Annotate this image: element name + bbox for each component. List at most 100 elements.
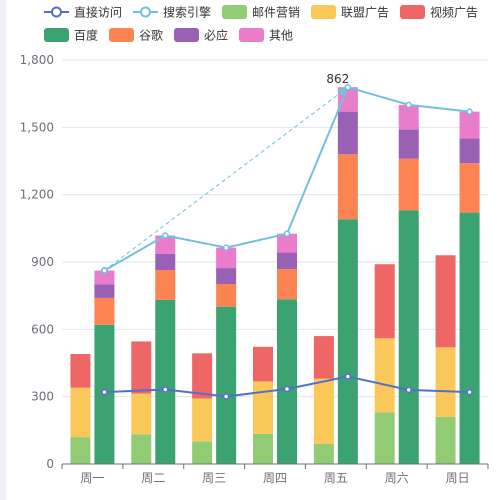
y-tick-label: 1,800 [20, 53, 54, 67]
bar-b-segment [277, 299, 297, 464]
bar-b-segment [277, 269, 297, 300]
bar-b-segment [459, 212, 480, 464]
bar-a-segment [70, 437, 91, 464]
markline-dashed [104, 86, 349, 271]
bar-b-segment [216, 268, 237, 284]
bar-b-segment [216, 283, 237, 307]
legend-line-marker [51, 6, 62, 18]
x-tick-label: 周二 [141, 471, 165, 485]
bar-a-segment [253, 346, 273, 382]
bar-b-segment [277, 233, 297, 253]
bar-b-segment [459, 163, 480, 213]
series-point [222, 393, 230, 400]
series-point [101, 388, 108, 396]
series-point [344, 83, 352, 91]
bar-b-segment [94, 284, 115, 298]
series-point [162, 232, 169, 239]
y-tick-label: 0 [46, 457, 54, 471]
bar-a-segment [70, 354, 91, 388]
bar-b-segment [337, 111, 358, 155]
bar-a-segment [131, 341, 152, 394]
y-tick-label: 300 [31, 390, 54, 404]
bar-a-segment [131, 434, 152, 464]
legend-label: 必应 [204, 28, 228, 43]
markline-label: 862 [326, 72, 349, 86]
bars [70, 87, 480, 464]
legend-box-swatch [44, 28, 69, 42]
lines [101, 83, 473, 400]
legend-label: 直接访问 [74, 5, 122, 20]
legend-item[interactable]: 直接访问 [44, 5, 122, 20]
bar-a-segment [253, 433, 273, 464]
legend-label: 其他 [269, 29, 293, 43]
x-tick-label: 周五 [324, 471, 348, 485]
series-point [162, 386, 169, 393]
legend-box-swatch [109, 28, 135, 42]
bar-a-segment [435, 347, 456, 417]
bar-a-segment [435, 255, 456, 348]
legend-label: 百度 [74, 28, 98, 43]
legend-box-swatch [400, 5, 426, 19]
legend-label: 联盟广告 [341, 6, 389, 20]
y-tick-label: 900 [31, 255, 54, 269]
x-tick-label: 周六 [385, 471, 409, 485]
bar-a-segment [435, 416, 456, 464]
y-tick-label: 1,200 [20, 188, 54, 202]
bar-b-segment [277, 252, 297, 270]
bar-a-segment [192, 398, 213, 442]
bar-a-segment [131, 393, 152, 435]
x-tick-label: 周四 [263, 471, 287, 485]
bar-b-segment [216, 247, 237, 269]
bar-b-segment [398, 158, 419, 211]
legend-item[interactable]: 邮件营销 [222, 5, 300, 20]
legend-item[interactable]: 搜索引擎 [133, 5, 211, 20]
series-point [466, 388, 473, 396]
bar-b-segment [94, 297, 115, 325]
bar-a-segment [192, 441, 213, 464]
legend-box-swatch [239, 28, 265, 42]
bar-b-segment [459, 138, 480, 164]
bar-b-segment [398, 129, 419, 159]
x-tick-label: 周三 [202, 471, 226, 485]
bar-b-segment [94, 270, 115, 285]
bar-b-segment [155, 299, 176, 464]
legend-item[interactable]: 其他 [239, 28, 293, 43]
legend-label: 视频广告 [430, 5, 478, 20]
series-point [405, 386, 412, 394]
bar-b-segment [398, 104, 419, 130]
bar-b-segment [216, 306, 237, 464]
y-tick-label: 1,500 [20, 120, 54, 134]
bar-a-segment [374, 412, 395, 464]
series-point [405, 101, 412, 109]
bar-a-segment [374, 264, 395, 339]
markline-arrow-head [337, 87, 348, 97]
bar-b-segment [337, 154, 358, 220]
bar-a-segment [313, 336, 334, 379]
series-point [222, 244, 230, 251]
bar-a-segment [313, 378, 334, 444]
bar-b-segment [155, 235, 176, 254]
bar-b-segment [155, 270, 176, 300]
legend-item[interactable]: 百度 [44, 28, 98, 43]
x-tick-label: 周日 [446, 471, 470, 485]
legend-label: 邮件营销 [252, 6, 300, 20]
series-point [283, 385, 291, 393]
series-point [344, 373, 352, 380]
legend-item[interactable]: 必应 [174, 28, 228, 43]
left-edge-strip [0, 0, 6, 500]
bar-a-segment [70, 387, 91, 438]
legend-label: 谷歌 [139, 28, 163, 43]
legend-box-swatch [222, 5, 248, 19]
legend-item[interactable]: 谷歌 [109, 28, 163, 43]
legend-item[interactable]: 联盟广告 [311, 5, 389, 20]
legend-box-swatch [311, 5, 337, 19]
series-point [283, 230, 291, 237]
legend-item[interactable]: 视频广告 [400, 5, 478, 20]
bar-a-segment [374, 338, 395, 413]
grid [62, 59, 488, 398]
axes: 0 300 600 900 1,200 1,500 1,800 周一 周二 周三 周四 周五 周六 周日 [20, 53, 489, 485]
series-point [101, 267, 108, 274]
bar-b-segment [459, 111, 480, 139]
